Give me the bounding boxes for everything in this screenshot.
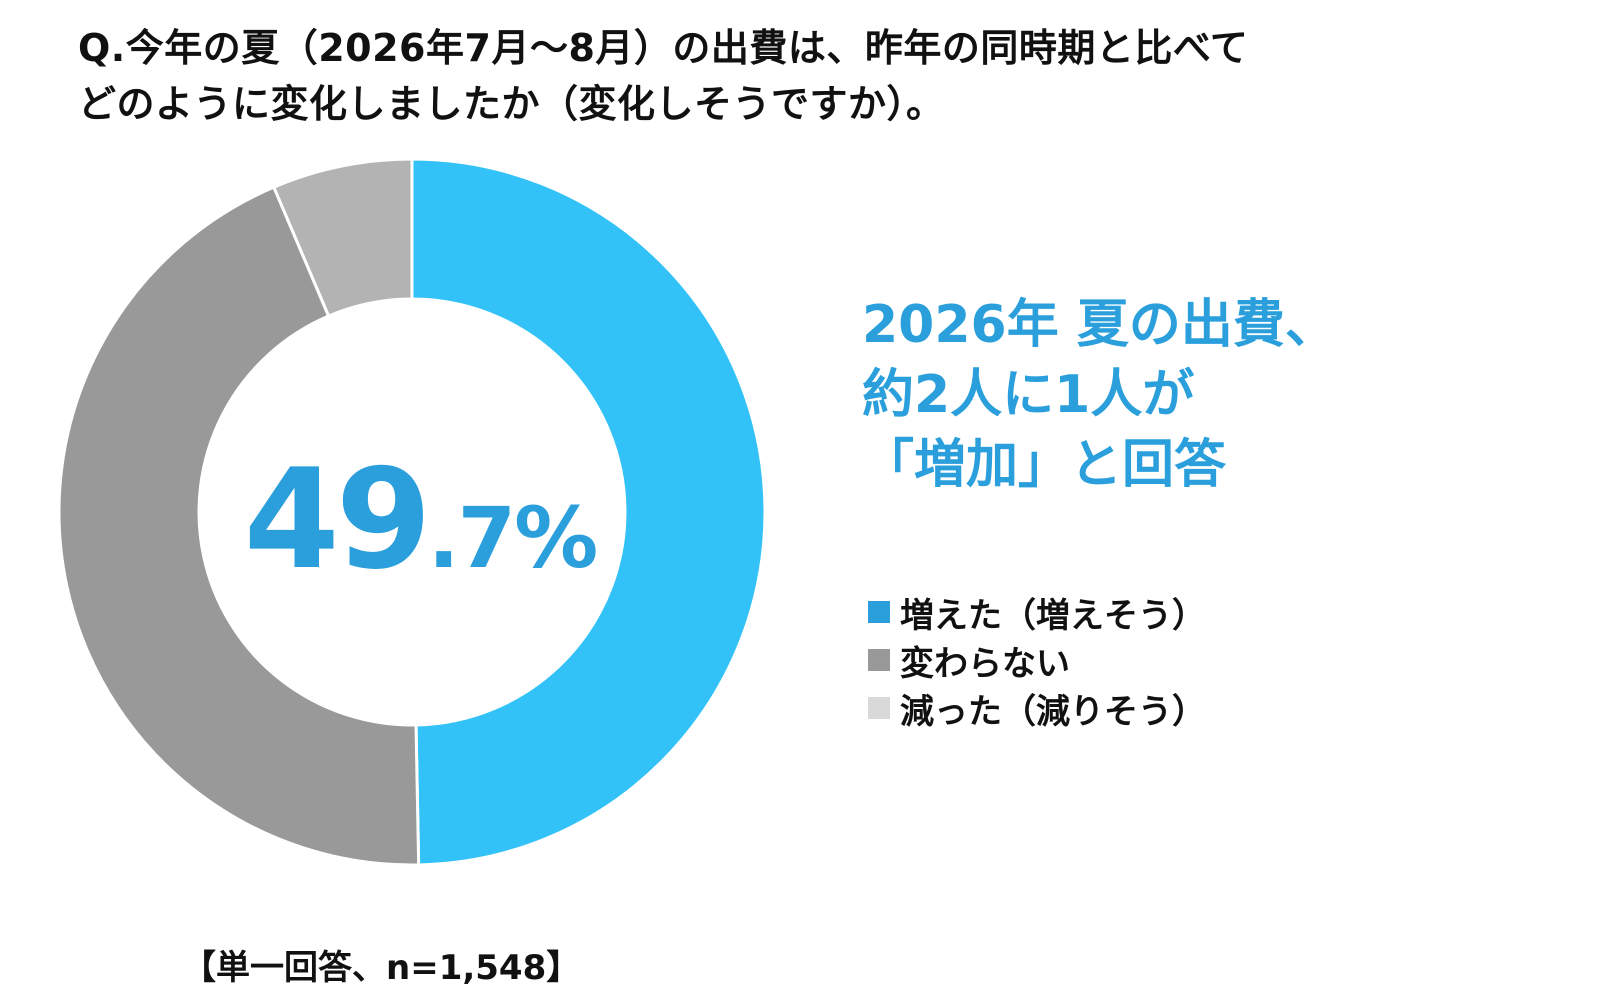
headline-line-2: 約2人に1人が <box>862 365 1195 425</box>
legend-label-decreased: 減った（減りそう） <box>900 691 1206 732</box>
center-percentage-decimal: .7% <box>427 489 599 587</box>
slice-increased <box>410 157 767 867</box>
slice-unchanged <box>57 185 421 867</box>
legend-item-decreased: 減った（減りそう） <box>868 684 1206 732</box>
question-line-2: どのように変化しましたか（変化しそうですか）。 <box>78 82 945 126</box>
legend-item-increased: 増えた（増えそう） <box>868 588 1206 636</box>
slice-decreased <box>271 157 414 318</box>
legend-label-unchanged: 変わらない <box>900 643 1070 684</box>
legend-swatch-increased <box>868 601 890 623</box>
legend-label-increased: 増えた（増えそう） <box>900 595 1206 636</box>
chart-legend: 増えた（増えそう） 変わらない 減った（減りそう） <box>868 588 1206 732</box>
legend-swatch-decreased <box>868 697 890 719</box>
headline-line-3: 「増加」と回答 <box>862 435 1227 495</box>
headline: 2026年 夏の出費、 約2人に1人が 「増加」と回答 <box>862 290 1337 500</box>
legend-item-unchanged: 変わらない <box>868 636 1206 684</box>
donut-slices <box>57 157 767 867</box>
footnote-sample-size: 【単一回答、n=1,548】 <box>182 948 581 988</box>
legend-swatch-unchanged <box>868 649 890 671</box>
headline-line-1: 2026年 夏の出費、 <box>862 295 1337 355</box>
question-title: Q.今年の夏（2026年7月～8月）の出費は、昨年の同時期と比べて どのように変… <box>78 20 1558 132</box>
center-percentage-integer: 49 <box>243 439 432 600</box>
center-percentage: 49.7% <box>240 445 600 595</box>
question-line-1: Q.今年の夏（2026年7月～8月）の出費は、昨年の同時期と比べて <box>78 26 1249 70</box>
